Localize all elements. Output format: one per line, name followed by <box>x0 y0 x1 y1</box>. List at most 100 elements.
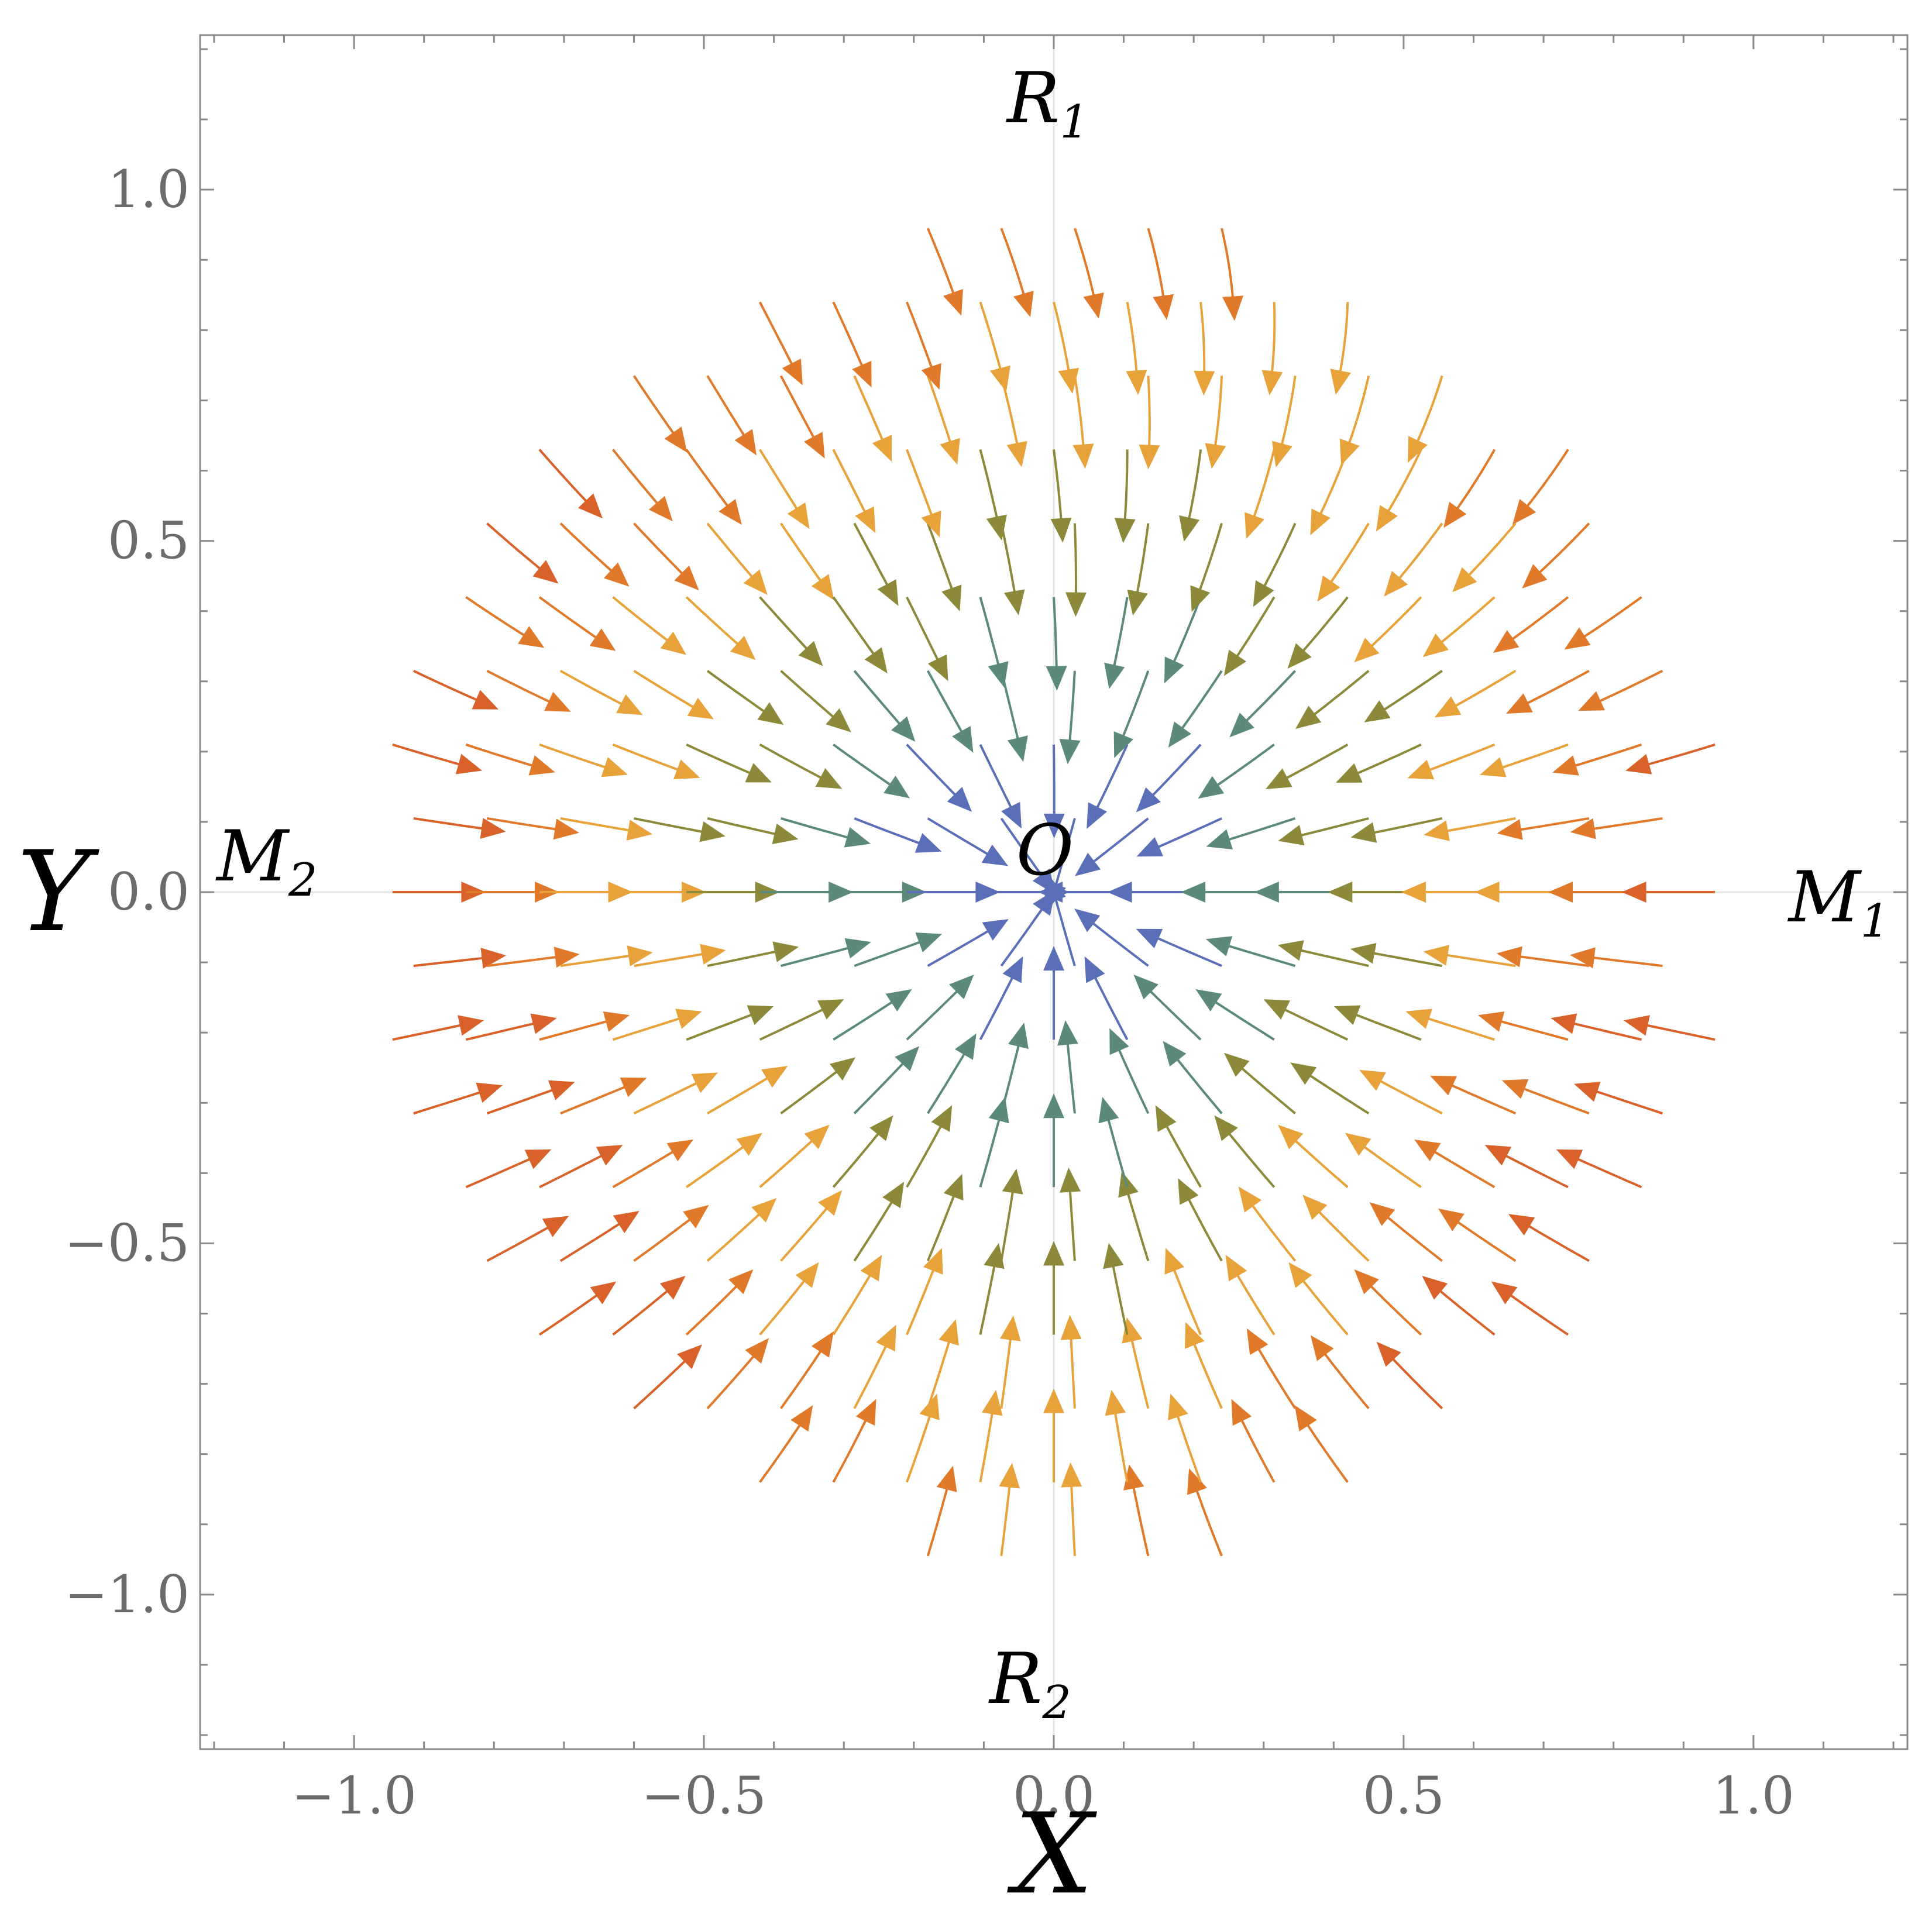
stream-arrowhead <box>1552 755 1579 776</box>
critical-point-label: O <box>1016 810 1074 892</box>
stream-arrowhead <box>691 1072 718 1093</box>
stream-arrowhead <box>1424 820 1450 841</box>
stream-arrowhead <box>532 560 559 584</box>
stream-arrowhead <box>518 626 545 648</box>
stream-arrowhead <box>1478 1011 1505 1032</box>
stream-arrowhead <box>1043 1093 1064 1119</box>
stream-arrowhead <box>1522 564 1548 589</box>
stream-arrowhead <box>596 1145 623 1166</box>
stream-arrowhead <box>1195 989 1222 1011</box>
stream-arrowhead <box>1238 1186 1262 1213</box>
stream-arrowhead <box>939 1319 959 1346</box>
stream-arrowhead <box>1330 369 1351 395</box>
stream-arrowhead <box>1624 1015 1650 1036</box>
critical-point-label: M2 <box>215 816 318 907</box>
critical-point-labels: R1 R2 M1 M2 O <box>215 58 1889 1729</box>
stream-arrowhead <box>1004 589 1025 615</box>
stream-arrowhead <box>864 647 888 674</box>
stream-arrowhead <box>1001 801 1022 829</box>
stream-arrowhead <box>949 975 974 1000</box>
y-tick-label: 0.0 <box>108 862 190 922</box>
stream-arrowhead <box>751 1198 777 1223</box>
stream-arrowhead <box>872 435 892 462</box>
stream-arrowhead <box>1295 706 1322 729</box>
stream-lines <box>392 228 1716 1557</box>
stream-arrowhead <box>1491 1281 1518 1305</box>
stream-arrowhead <box>940 438 960 465</box>
stream-arrowhead <box>548 1080 575 1100</box>
stream-arrowhead <box>915 932 943 952</box>
stream-arrowhead <box>923 1248 943 1275</box>
stream-arrowhead <box>1205 936 1233 956</box>
stream-arrowhead <box>1452 567 1477 593</box>
stream-arrowhead <box>1401 882 1426 903</box>
stream-arrowhead <box>1114 518 1136 543</box>
stream-arrowhead <box>1414 1139 1441 1161</box>
stream-arrowhead <box>1222 295 1243 321</box>
stream-arrowhead <box>984 1243 1005 1269</box>
stream-arrowhead <box>869 1115 893 1141</box>
stream-arrowhead <box>952 726 974 753</box>
stream-arrowhead <box>603 1011 630 1032</box>
stream-arrowhead <box>1438 1208 1465 1231</box>
x-tick-label: −1.0 <box>291 1766 417 1826</box>
stream-arrowhead <box>1007 735 1028 762</box>
stream-arrowhead <box>954 1033 977 1060</box>
stream-arrowhead <box>553 818 579 840</box>
stream-arrowhead <box>1376 505 1398 532</box>
stream-arrowhead <box>719 498 742 525</box>
stream-arrowhead <box>1060 1167 1081 1193</box>
stream-arrowhead <box>1317 575 1340 602</box>
stream-arrowhead <box>1376 1341 1401 1367</box>
stream-arrowhead <box>1422 1275 1448 1300</box>
stream-arrowhead <box>1059 738 1081 765</box>
stream-arrowhead <box>1310 1335 1334 1361</box>
stream-arrowhead <box>1512 498 1536 525</box>
stream-arrowhead <box>1621 882 1646 903</box>
x-tick-label: 1.0 <box>1713 1766 1795 1826</box>
stream-arrowhead <box>1136 928 1163 948</box>
stream-arrowhead <box>1179 515 1200 542</box>
stream-arrowhead <box>787 502 810 529</box>
stream-arrowhead <box>1384 571 1408 597</box>
stream-arrowhead <box>1506 693 1533 714</box>
stream-arrowhead <box>1013 291 1034 318</box>
stream-arrowhead <box>1044 882 1070 903</box>
stream-arrowhead <box>1000 1315 1021 1341</box>
stream-arrowhead <box>941 584 962 611</box>
stream-arrowhead <box>1084 956 1105 983</box>
stream-arrowhead <box>664 426 687 453</box>
stream-arrowhead <box>1002 956 1023 983</box>
stream-arrowhead <box>1057 1020 1078 1046</box>
stream-arrowhead <box>1065 592 1087 617</box>
stream-arrowhead <box>648 495 673 522</box>
stream-arrowhead <box>1198 776 1225 799</box>
x-tick-label: 0.5 <box>1363 1766 1445 1826</box>
stream-arrowhead <box>1408 436 1428 463</box>
stream-arrowhead <box>458 1015 484 1036</box>
stream-arrowhead <box>1133 975 1158 1000</box>
stream-arrowhead <box>882 1182 905 1209</box>
stream-arrowhead <box>1350 943 1377 964</box>
stream-arrowhead <box>1043 1388 1064 1413</box>
stream-arrowhead <box>1190 585 1211 612</box>
stream-arrowhead <box>736 1133 763 1156</box>
stream-arrowhead <box>931 1105 953 1132</box>
stream-arrowhead <box>1136 837 1164 857</box>
stream-arrowhead <box>1548 882 1573 903</box>
stream-arrowhead <box>915 833 942 853</box>
stream-arrowhead <box>921 363 941 390</box>
stream-arrowhead <box>1278 1124 1304 1150</box>
stream-arrowhead <box>1570 947 1596 969</box>
stream-arrowhead <box>1043 1241 1064 1266</box>
stream-arrowhead <box>988 661 1009 688</box>
stream-arrowhead <box>1350 822 1377 843</box>
stream-arrowhead <box>757 702 784 725</box>
stream-arrowhead <box>626 820 653 841</box>
stream-arrowhead <box>734 429 757 456</box>
stream-arrowhead <box>700 944 726 965</box>
stream-arrowhead <box>1153 294 1174 320</box>
stream-arrowhead <box>804 1124 830 1150</box>
stream-arrowhead <box>844 938 871 959</box>
stream-arrowhead <box>1278 825 1305 846</box>
